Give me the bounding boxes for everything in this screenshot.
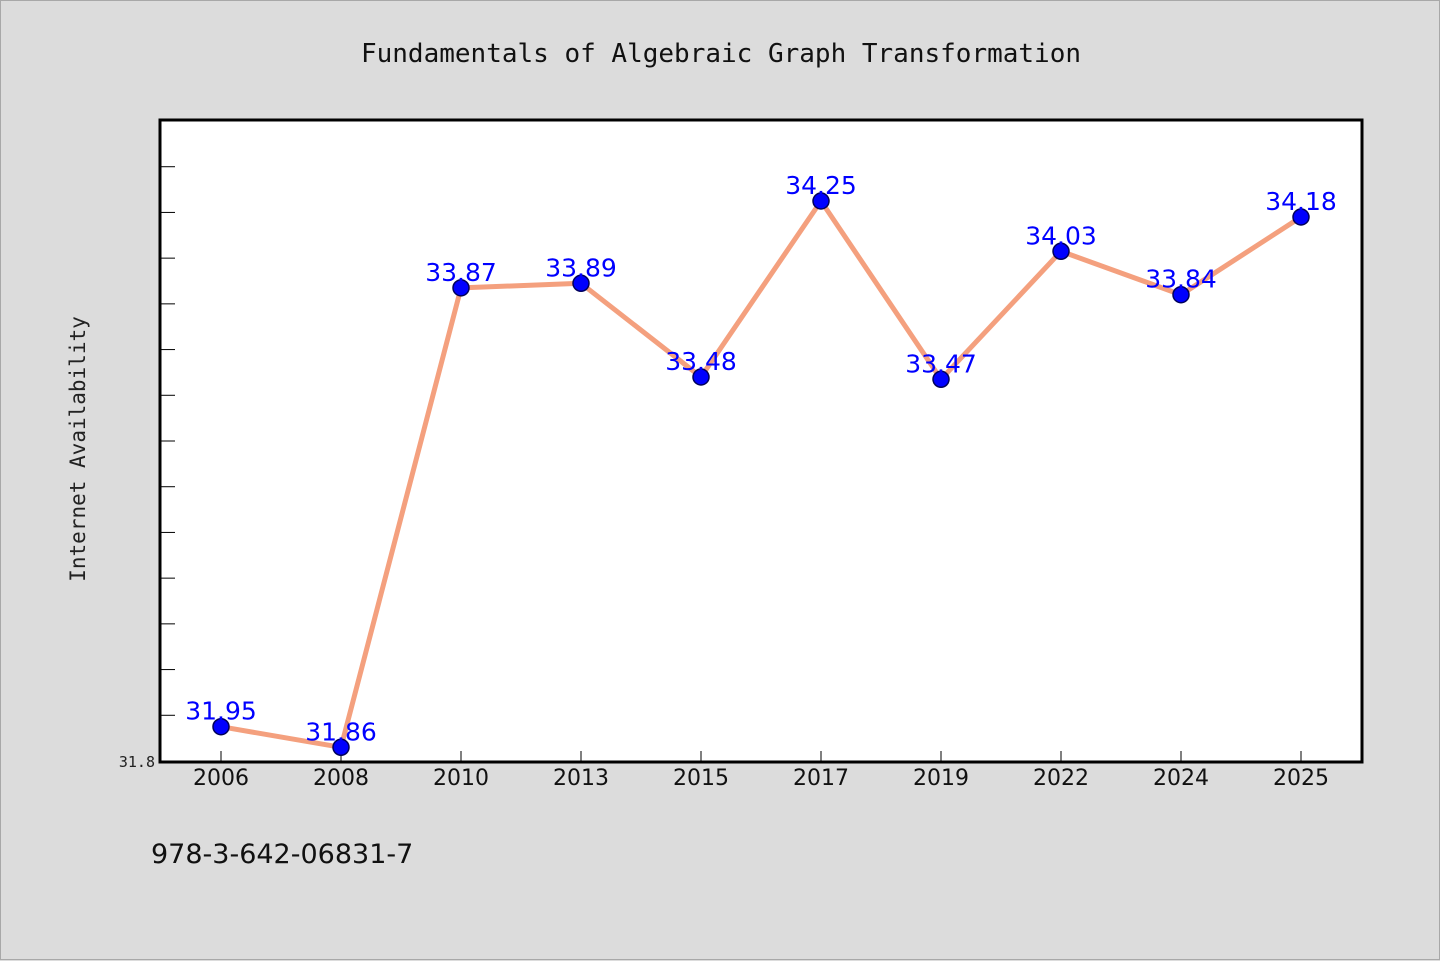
data-point[interactable] [452, 279, 470, 297]
y-tick-label: 31.8 [119, 753, 155, 771]
x-tick-label: 2015 [673, 766, 729, 791]
data-label: 31.95 [185, 697, 257, 726]
isbn-text: 978-3-642-06831-7 [151, 839, 413, 870]
plot-area [158, 118, 1364, 764]
data-point[interactable] [812, 192, 830, 210]
x-tick-label: 2010 [433, 766, 489, 791]
chart-title: Fundamentals of Algebraic Graph Transfor… [361, 39, 1081, 69]
data-labels: 31.95 31.86 33.87 33.89 33.48 34.25 33.47 34.03… [185, 171, 1337, 746]
x-tick-label: 2006 [193, 766, 249, 791]
x-axis-ticks: 2006 2008 2010 2013 2015 2017 2019 2022 2024 2025 [193, 751, 1329, 791]
data-label: 33.89 [545, 253, 617, 282]
data-point[interactable] [212, 717, 230, 736]
data-label: 31.86 [305, 717, 377, 746]
data-label: 33.48 [665, 347, 737, 376]
data-point[interactable] [572, 274, 590, 293]
data-point[interactable] [1292, 208, 1310, 226]
y-axis-ticks: 31.8 [119, 166, 175, 771]
x-tick-label: 2024 [1153, 766, 1209, 791]
series-line [218, 198, 1304, 750]
data-label: 33.84 [1145, 265, 1217, 294]
data-point[interactable] [1172, 285, 1190, 304]
x-tick-label: 2008 [313, 766, 369, 791]
x-tick-label: 2019 [913, 766, 969, 791]
data-label: 34.03 [1025, 221, 1097, 250]
data-point[interactable] [1052, 242, 1070, 261]
x-tick-label: 2022 [1033, 766, 1089, 791]
y-axis-label: Internet Availability [66, 316, 90, 582]
x-tick-label: 2025 [1273, 766, 1329, 791]
x-tick-label: 2013 [553, 766, 609, 791]
data-point[interactable] [932, 370, 950, 389]
data-label: 33.87 [425, 258, 497, 287]
data-label: 34.25 [785, 171, 857, 200]
data-label: 33.47 [905, 349, 977, 378]
x-tick-label: 2017 [793, 766, 849, 791]
data-label: 34.18 [1265, 187, 1337, 216]
series-layer [212, 192, 1310, 757]
data-point[interactable] [692, 368, 710, 386]
data-point[interactable] [332, 738, 350, 757]
